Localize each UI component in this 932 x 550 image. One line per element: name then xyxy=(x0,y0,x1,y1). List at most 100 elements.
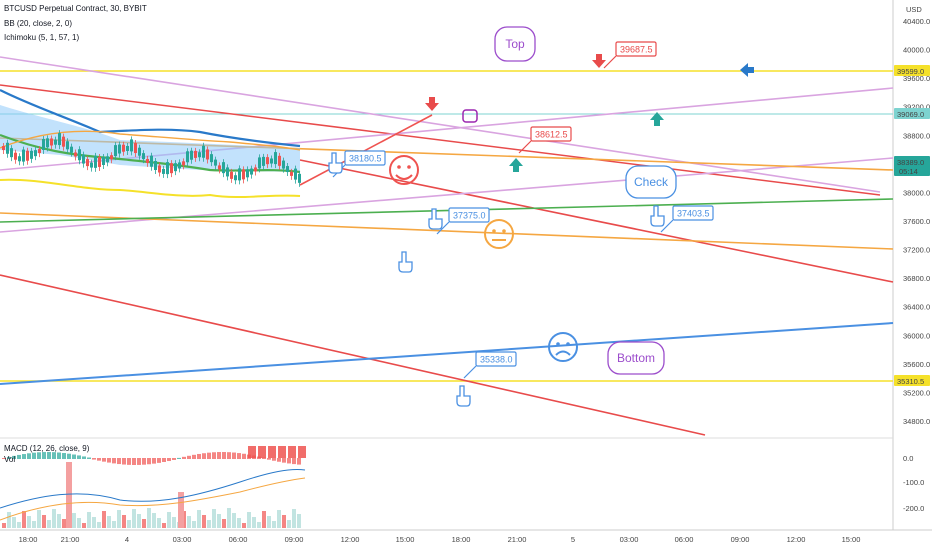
volume-bar xyxy=(117,510,121,528)
candle-body xyxy=(26,150,29,161)
callout-text: Top xyxy=(505,37,525,51)
price-note-label: 37375.0 xyxy=(453,211,486,221)
price-tick-label: 36800.0 xyxy=(903,274,930,283)
happy-face-icon-eye xyxy=(397,165,401,169)
candle-body xyxy=(282,160,285,169)
volume-bar xyxy=(187,516,191,528)
candle-body xyxy=(54,139,57,145)
price-label-bg xyxy=(894,156,930,176)
candle-body xyxy=(78,149,81,161)
time-tick-label: 21:00 xyxy=(61,535,80,544)
time-tick-label: 09:00 xyxy=(731,535,750,544)
volume-bar xyxy=(92,517,96,528)
candle-body xyxy=(94,155,97,168)
hand-pointer-icon xyxy=(398,251,413,273)
candle-body xyxy=(22,149,25,162)
macd-hist xyxy=(282,458,286,463)
candle-body xyxy=(30,150,33,159)
candle-body xyxy=(242,169,245,180)
macd-hist-high xyxy=(288,446,296,458)
candle-body xyxy=(158,165,161,173)
macd-hist-high xyxy=(268,446,276,458)
time-tick-label: 15:00 xyxy=(396,535,415,544)
macd-hist xyxy=(292,458,296,465)
macd-hist xyxy=(87,457,91,459)
candle-body xyxy=(226,167,229,177)
candle-body xyxy=(18,156,21,162)
candle-body xyxy=(10,148,13,158)
sad-face-mouth xyxy=(555,350,571,356)
arrow-down-icon xyxy=(592,54,606,68)
arrow-left-icon xyxy=(740,63,754,77)
macd-hist-high xyxy=(278,446,286,458)
price-axis[interactable]: 34800.0 35200.0 35600.0 36000.0 36400.0 36800… xyxy=(894,17,930,513)
volume-bar xyxy=(7,512,11,528)
macd-hist xyxy=(27,453,31,459)
time-tick-label: 06:00 xyxy=(675,535,694,544)
candle-body xyxy=(230,171,233,179)
volume-bar xyxy=(142,519,146,528)
price-note-box xyxy=(672,205,714,221)
macd-hist-high xyxy=(298,446,306,458)
price-tick-label: 35600.0 xyxy=(903,360,930,369)
macd-hist xyxy=(167,458,171,462)
candle-body xyxy=(222,162,225,174)
time-axis[interactable]: 18:00 21:00 4 03:00 06:00 09:00 12:00 15:00 18:0… xyxy=(19,535,861,544)
candle-body xyxy=(278,155,281,166)
macd-hist xyxy=(227,452,231,459)
vol-legend: Vol xyxy=(4,455,15,464)
candle-body xyxy=(266,157,269,165)
candle-body xyxy=(66,141,69,150)
volume-bar xyxy=(47,520,51,528)
candle-body xyxy=(298,173,301,183)
macd-hist xyxy=(217,452,221,459)
candle-body xyxy=(210,154,213,163)
volume-bar xyxy=(207,520,211,528)
volume-bar xyxy=(122,515,126,528)
volume-bar xyxy=(32,521,36,528)
macd-hist xyxy=(67,453,71,459)
macd-hist xyxy=(157,458,161,463)
candle-body xyxy=(218,165,221,170)
volume-bar xyxy=(147,508,151,528)
volume-bar xyxy=(282,515,286,528)
candle-body xyxy=(126,145,129,151)
candle-body xyxy=(90,162,93,168)
macd-hist xyxy=(152,458,156,464)
candle-body xyxy=(142,153,145,160)
macd-hist xyxy=(162,458,166,462)
volume-bar xyxy=(77,518,81,528)
candle-body xyxy=(150,155,153,167)
volume-bar xyxy=(277,510,281,528)
green-trend xyxy=(0,198,894,223)
price-label-bg xyxy=(894,375,930,386)
macd-hist xyxy=(42,452,46,459)
volume-bar xyxy=(17,522,21,528)
macd-hist xyxy=(47,452,51,459)
candle-body xyxy=(166,162,169,175)
candle-body xyxy=(70,146,73,153)
time-tick-label: 03:00 xyxy=(620,535,639,544)
volume-spike xyxy=(178,492,184,528)
macd-hist xyxy=(77,455,81,459)
volume-bar xyxy=(132,509,136,528)
macd-hist xyxy=(132,458,136,465)
volume-bar xyxy=(267,516,271,528)
volume-bar xyxy=(52,509,56,528)
arrow-up-icon xyxy=(650,112,664,126)
macd-hist xyxy=(197,453,201,459)
candle-body xyxy=(38,149,41,154)
candle-body xyxy=(182,161,185,166)
macd-hist xyxy=(72,454,76,459)
price-label: 39069.0 xyxy=(897,110,924,119)
candle-body xyxy=(82,154,85,164)
candle-body xyxy=(254,167,257,172)
macd-hist xyxy=(192,454,196,459)
volume-bar xyxy=(2,523,6,528)
candle-body xyxy=(42,138,45,150)
macd-hist xyxy=(12,455,16,459)
price-tick-label: 38000.0 xyxy=(903,188,930,197)
candle-body xyxy=(34,150,37,157)
candle-body xyxy=(262,156,265,166)
